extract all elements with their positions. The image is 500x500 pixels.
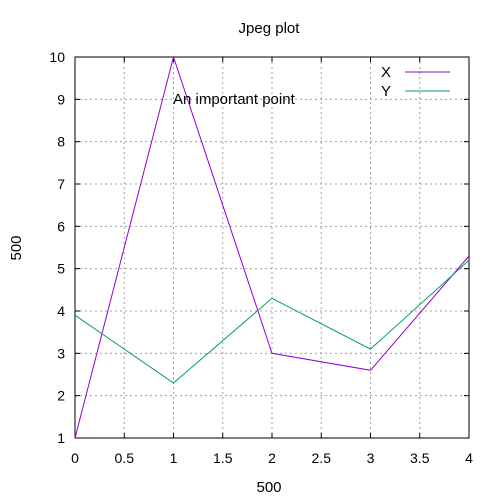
legend-label-y: Y [381,83,391,100]
x-tick-label: 3.5 [410,450,430,466]
x-tick-label: 2.5 [312,450,332,466]
y-axis-label: 500 [8,235,25,260]
y-tick-label: 7 [57,176,65,192]
y-axis-ticks: 1 2 3 4 5 6 7 8 9 10 [49,49,469,446]
chart-title: Jpeg plot [239,20,301,37]
legend: X Y [381,64,450,100]
series-layer [74,55,470,439]
x-tick-label: 0 [71,450,79,466]
y-tick-label: 10 [49,49,65,65]
series-line-x [74,55,470,439]
x-tick-label: 4 [465,450,473,466]
x-tick-label: 3 [367,450,375,466]
x-tick-label: 2 [268,450,276,466]
grid [75,57,469,438]
y-tick-label: 8 [57,134,65,150]
annotation-text: An important point [173,91,296,108]
x-tick-label: 1.5 [213,450,233,466]
x-tick-label: 0.5 [115,450,135,466]
y-tick-label: 2 [57,388,65,404]
y-tick-label: 1 [57,430,65,446]
legend-label-x: X [381,64,391,81]
y-tick-label: 9 [57,91,65,107]
x-axis-label: 500 [256,479,281,496]
y-tick-label: 6 [57,218,65,234]
x-tick-label: 1 [170,450,178,466]
y-tick-label: 3 [57,345,65,361]
series-line-y [74,259,470,384]
y-tick-label: 4 [57,303,65,319]
y-tick-label: 5 [57,261,65,277]
x-axis-ticks: 0 0.5 1 1.5 2 2.5 3 3.5 4 [71,57,473,466]
